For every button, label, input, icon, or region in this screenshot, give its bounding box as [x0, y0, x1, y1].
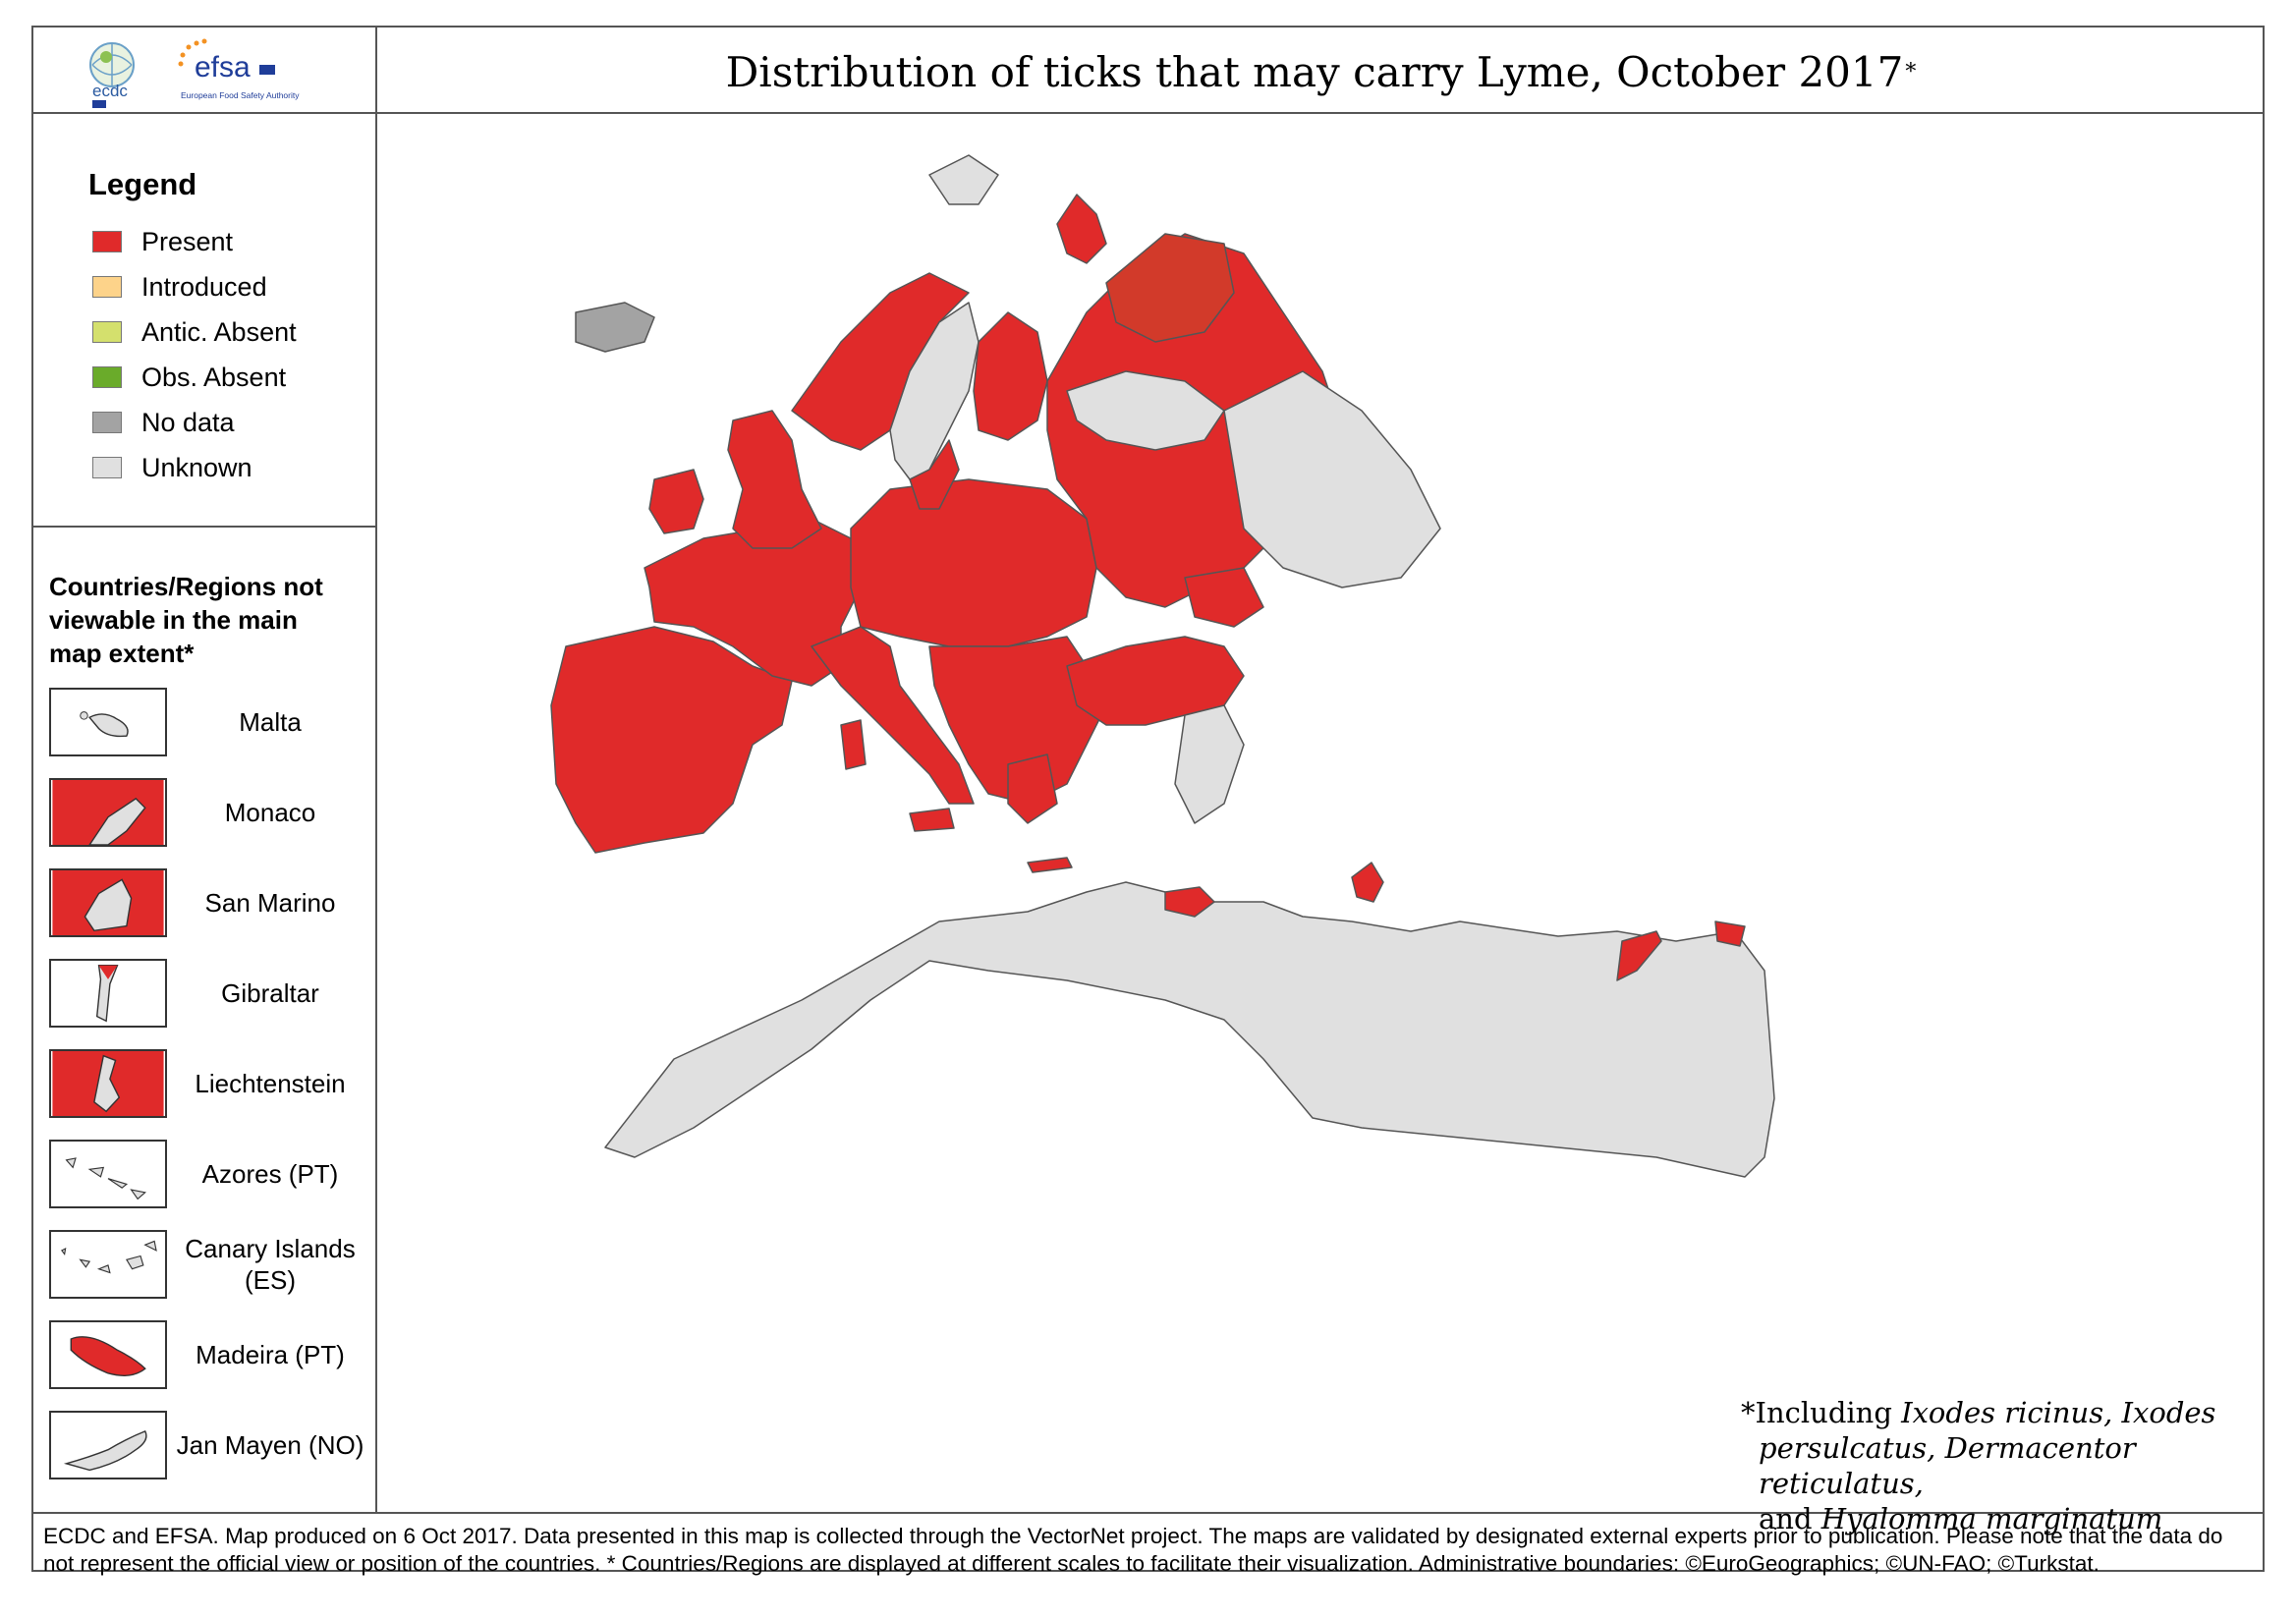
sicily-region — [909, 808, 955, 832]
madeira-shape-icon — [49, 1320, 167, 1389]
inset-label: San Marino — [204, 888, 336, 918]
footer-divider — [31, 1512, 2265, 1514]
balkans-region — [928, 636, 1107, 805]
sardinia-region — [840, 719, 867, 770]
header-divider — [31, 112, 2265, 114]
iceland-region — [575, 302, 655, 353]
algeria-present-patch — [1164, 886, 1215, 918]
legend-swatch — [92, 276, 122, 298]
legend-item-present: Present — [92, 226, 233, 257]
russia-unknown-block — [1066, 370, 1225, 451]
species-note-line3: Hyalomma marginatum — [1820, 1502, 2163, 1535]
kola-region — [1056, 194, 1107, 264]
azores-shape-icon — [49, 1140, 167, 1208]
north-africa-region — [604, 881, 1775, 1178]
kazakhstan-region — [1223, 370, 1441, 588]
greece-region — [1007, 753, 1058, 824]
map-title: Distribution of ticks that may carry Lym… — [377, 29, 2265, 114]
map-credits: ECDC and EFSA. Map produced on 6 Oct 201… — [43, 1524, 2223, 1576]
legend-label: Antic. Absent — [141, 316, 297, 347]
species-footnote: *Including Ixodes ricinus, Ixodes persul… — [1741, 1395, 2232, 1536]
legend-label: Introduced — [141, 271, 267, 302]
inset-label: Azores (PT) — [201, 1159, 339, 1189]
great-britain-region — [727, 410, 822, 549]
inset-label: Liechtenstein — [195, 1069, 346, 1098]
species-note-and: and — [1759, 1502, 1821, 1535]
inset-label: Gibraltar — [221, 978, 319, 1008]
legend-item-antic-absent: Antic. Absent — [92, 316, 297, 348]
iberia-region — [550, 626, 793, 854]
map-frame — [31, 26, 2265, 1572]
monaco-shape-icon — [49, 778, 167, 847]
legend-label: Unknown — [141, 452, 252, 482]
map-title-text: Distribution of ticks that may carry Lym… — [725, 47, 1904, 96]
egypt-present-patch — [1616, 930, 1662, 981]
canary-islands-shape-icon — [49, 1230, 167, 1299]
tunisia-present-patch — [1351, 862, 1384, 903]
legend-label: Present — [141, 226, 234, 256]
inset-madeira: Madeira (PT) — [49, 1320, 373, 1393]
gibraltar-shape-icon — [49, 959, 167, 1028]
inset-gibraltar: Gibraltar — [49, 959, 373, 1032]
inset-canary-islands: Canary Islands (ES) — [49, 1230, 373, 1303]
legend-item-no-data: No data — [92, 407, 235, 438]
species-note-prefix: *Including — [1741, 1396, 1902, 1429]
legend-label: Obs. Absent — [141, 362, 287, 392]
san-marino-shape-icon — [49, 868, 167, 937]
legend-swatch — [92, 231, 122, 252]
legend-label: No data — [141, 407, 235, 437]
ecdc-logo-icon: ecdc efsa European Food Safety Authority — [89, 38, 300, 108]
sweden-region — [889, 302, 980, 480]
europe-tick-distribution-map — [550, 154, 1775, 1178]
legend-swatch — [92, 412, 122, 433]
crete-region — [1027, 857, 1073, 873]
efsa-logo-subtitle: European Food Safety Authority — [181, 90, 300, 100]
insets-heading: Countries/Regions not viewable in the ma… — [49, 572, 323, 668]
inset-label: Jan Mayen (NO) — [176, 1430, 364, 1460]
inset-san-marino: San Marino — [49, 868, 373, 941]
russia-present-dark — [1105, 233, 1235, 343]
legend-swatch — [92, 366, 122, 388]
legend-item-introduced: Introduced — [92, 271, 267, 303]
legend-item-unknown: Unknown — [92, 452, 252, 483]
legend-divider — [31, 526, 376, 528]
inset-azores: Azores (PT) — [49, 1140, 373, 1212]
efsa-logo-icon: efsa European Food Safety Authority — [178, 38, 300, 100]
title-footnote-mark: * — [1905, 59, 1917, 84]
ireland-region — [648, 469, 704, 534]
inset-label: Canary Islands (ES) — [185, 1234, 356, 1295]
central-europe-region — [850, 478, 1097, 647]
finland-region — [973, 311, 1048, 441]
inset-label: Malta — [239, 707, 302, 737]
malta-shape-icon — [49, 688, 167, 756]
jan-mayen-shape-icon — [49, 1411, 167, 1479]
agency-logos: ecdc efsa European Food Safety Authority — [79, 35, 334, 110]
species-note-line2: persulcatus, Dermacentor reticulatus, — [1759, 1431, 2136, 1500]
caucasus-region — [1184, 567, 1264, 628]
legend-item-obs-absent: Obs. Absent — [92, 362, 286, 393]
legend-swatch — [92, 457, 122, 478]
inset-label: Monaco — [224, 798, 316, 827]
species-note-line1: Ixodes ricinus, Ixodes — [1901, 1396, 2216, 1429]
sinai-present-patch — [1714, 921, 1746, 947]
liechtenstein-shape-icon — [49, 1049, 167, 1118]
middle-east-region — [1174, 704, 1245, 824]
inset-monaco: Monaco — [49, 778, 373, 851]
novaya-zemlya-region — [928, 154, 999, 205]
italy-region — [811, 626, 975, 805]
efsa-logo-text: efsa — [195, 51, 251, 84]
south-sweden-region — [909, 439, 960, 510]
inset-malta: Malta — [49, 688, 373, 760]
inset-label: Madeira (PT) — [196, 1340, 345, 1369]
inset-jan-mayen: Jan Mayen (NO) — [49, 1411, 373, 1483]
legend-heading: Legend — [88, 167, 197, 201]
legend-swatch — [92, 321, 122, 343]
sidebar-divider — [375, 26, 377, 1513]
inset-liechtenstein: Liechtenstein — [49, 1049, 373, 1122]
ecdc-logo-text: ecdc — [92, 82, 128, 100]
